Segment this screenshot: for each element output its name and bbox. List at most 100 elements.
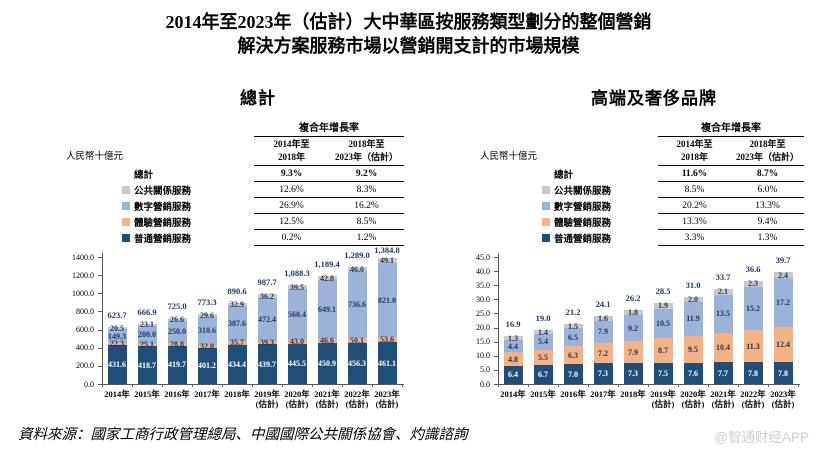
cagr-row: 3.3% 1.3% <box>658 230 804 246</box>
bar-segment <box>593 363 613 384</box>
segment-value-label: 2.4 <box>778 270 788 280</box>
chart-panel-total: 總計 人民幣十億元 複合年增長率 2014年至 2018年 2018年至 2023年（估計）… <box>56 84 420 424</box>
segment-value-label: 472.4 <box>258 314 276 324</box>
segment-value-label: 310.6 <box>198 326 216 336</box>
cagr-value: 8.7% <box>756 168 779 179</box>
segment-value-label: 6.4 <box>508 370 518 380</box>
cagr-value: 20.2% <box>682 200 707 211</box>
segment-value-label: 9.2 <box>628 323 638 333</box>
bar-2016年: 419.7 28.8 250.0 26.6 725.0 <box>167 257 187 384</box>
segment-value-label: 250.0 <box>168 327 186 337</box>
y-axis-tick-label: 1200.0 <box>72 270 94 280</box>
y-axis-tick-label: 1000.0 <box>72 288 94 298</box>
x-axis-label: 2014年 <box>500 389 526 399</box>
x-axis-label: 2022年 (估計) <box>344 389 370 409</box>
bar-total-label: 39.7 <box>775 254 791 265</box>
bar-segment <box>743 362 763 384</box>
segment-value-label: 11.3 <box>746 341 760 351</box>
segment-value-label: 7.0 <box>568 369 578 379</box>
cagr-row: 20.2% 13.3% <box>658 198 804 214</box>
bar-segment <box>377 337 397 343</box>
cagr-value: 1.3% <box>757 232 778 243</box>
bar-total-label: 31.0 <box>685 279 701 290</box>
bar-segment <box>227 303 247 307</box>
bar-segment <box>683 302 703 336</box>
cagr-column-headers: 2014年至 2018年 2018年至 2023年（估計） <box>254 137 404 166</box>
segment-value-label: 50.1 <box>350 335 364 345</box>
x-axis-label: 2021年 (估計) <box>314 389 340 409</box>
bar-segment <box>533 365 553 384</box>
cagr-value: 11.6% <box>681 168 708 179</box>
legend-swatch <box>542 186 550 194</box>
segment-value-label: 736.6 <box>348 300 366 310</box>
watermark-text: 智通财经APP <box>727 430 809 445</box>
bar-2015年: 6.7 5.5 5.4 1.4 19.0 <box>533 257 553 384</box>
bar-segment <box>503 336 523 340</box>
at-icon: @ <box>714 430 728 445</box>
segment-value-label: 17.2 <box>776 298 790 308</box>
bar-2019年: 7.5 8.7 10.5 1.9 28.5 <box>653 257 673 384</box>
segment-value-label: 7.9 <box>598 327 608 337</box>
bar-total-label: 28.5 <box>655 286 671 297</box>
cagr-value: 8.3% <box>356 184 377 195</box>
segment-value-label: 401.2 <box>198 361 216 371</box>
segment-value-label: 439.7 <box>258 359 276 369</box>
segment-value-label: 9.5 <box>688 344 698 354</box>
chart-title: 高端及奢侈品牌 <box>591 89 717 108</box>
segment-value-label: 10.5 <box>656 318 670 328</box>
segment-value-label: 26.6 <box>170 314 184 324</box>
bar-total-label: 33.7 <box>715 271 731 282</box>
source-note: 資料來源：國家工商行政管理總局、中國國際公共關係協會、灼識諮詢 <box>18 427 468 443</box>
bar-segment <box>227 306 247 342</box>
segment-value-label: 1.4 <box>538 327 548 337</box>
bar-segment <box>623 363 643 384</box>
x-axis-line <box>498 384 800 385</box>
chart-title: 總計 <box>240 89 276 108</box>
bar-segment <box>773 327 793 362</box>
bar-2023年: 7.8 12.4 17.2 2.4 39.7 <box>773 254 793 384</box>
cagr-value: 3.3% <box>684 232 705 243</box>
cagr-row: 8.5% 6.0% <box>658 182 804 198</box>
cagr-col-header: 2014年至 2018年 <box>676 139 713 162</box>
segment-value-label: 5.5 <box>538 352 548 362</box>
bar-total-label: 1,189.4 <box>314 259 340 270</box>
segment-value-label: 12.4 <box>776 340 790 349</box>
x-axis-label: 2021年 (估計) <box>710 389 736 409</box>
bar-segment <box>377 262 397 338</box>
segment-value-label: 7.5 <box>658 368 668 378</box>
bar-segment <box>533 330 553 335</box>
cagr-col-header: 2018年至 2023年（估計） <box>334 139 398 162</box>
cagr-table: 複合年增長率 2014年至 2018年 2018年至 2023年（估計） 9.3% 9.2%… <box>254 122 404 246</box>
segment-value-label: 2.0 <box>688 294 698 304</box>
bar-segment <box>713 362 733 384</box>
bar-segment <box>533 334 553 350</box>
bar-segment <box>683 335 703 363</box>
y-axis-tick-label: 600.0 <box>76 325 94 335</box>
bar-2021年: 7.7 10.4 13.5 2.1 33.7 <box>713 257 733 384</box>
segment-value-label: 821.0 <box>378 295 396 305</box>
segment-value-label: 4.4 <box>508 341 518 351</box>
bar-segment <box>107 342 127 345</box>
bar-segment <box>713 294 733 333</box>
x-axis-label: 2019年 (估計) <box>254 389 280 409</box>
page-title-line1: 2014年至2023年（估計）大中華區按服務類型劃分的整個營銷 <box>165 12 652 32</box>
bar-segment <box>653 308 673 339</box>
bar-segment <box>137 343 157 347</box>
x-axis-label: 2020年 (估計) <box>284 389 310 409</box>
segment-value-label: 649.1 <box>318 304 336 314</box>
segment-value-label: 39.5 <box>290 282 304 292</box>
segment-value-label: 32.0 <box>200 341 214 351</box>
bar-segment <box>257 344 277 384</box>
legend-label: 公共關係服務 <box>554 187 612 197</box>
cagr-value: 9.2% <box>355 168 378 179</box>
bar-segment <box>257 340 277 345</box>
bar-total-label: 19.0 <box>535 313 551 324</box>
cagr-value: 6.0% <box>757 184 778 195</box>
y-axis-line <box>102 253 103 385</box>
x-axis-label: 2018年 <box>620 389 646 399</box>
legend-item: 體驗營銷服務 <box>542 214 611 230</box>
y-axis-tick-label: 25.0 <box>476 308 490 318</box>
y-axis-tick-label: 20.0 <box>476 323 490 333</box>
legend-item: 公共關係服務 <box>122 182 191 198</box>
